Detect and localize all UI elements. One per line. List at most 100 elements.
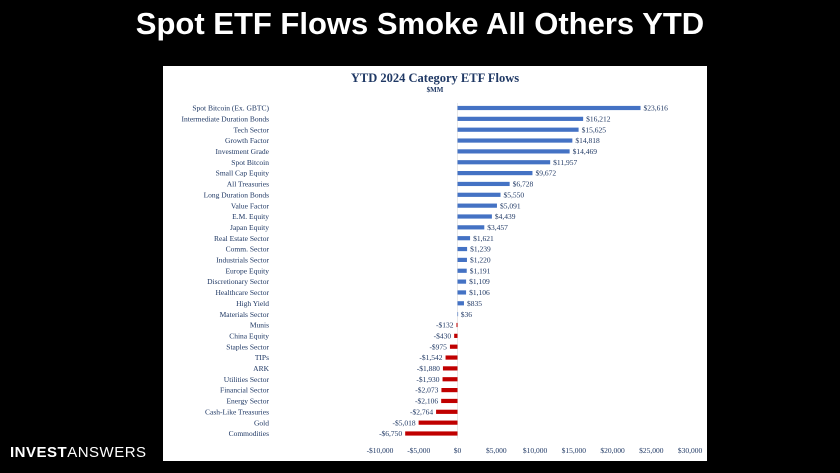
value-label: $16,212 (586, 114, 611, 123)
bar (457, 268, 467, 273)
value-label: -$5,018 (392, 418, 415, 427)
category-label: Healthcare Sector (215, 288, 269, 297)
bar (457, 127, 579, 132)
bar (457, 181, 510, 187)
x-tick-label: $5,000 (486, 446, 507, 455)
category-label: Comm. Sector (226, 245, 270, 254)
bar (441, 398, 458, 404)
category-label: Financial Sector (220, 386, 269, 395)
value-label: $1,220 (470, 256, 491, 265)
value-label: $14,469 (573, 147, 598, 156)
brand-logo: INVESTANSWERS (10, 444, 147, 461)
x-tick-label: $0 (454, 446, 462, 455)
category-label: Utilities Sector (224, 375, 270, 384)
category-label: Real Estate Sector (214, 234, 269, 243)
value-label: $3,457 (487, 223, 508, 232)
value-label: -$132 (436, 321, 454, 330)
x-tick-label: -$10,000 (367, 446, 394, 455)
bar (457, 246, 468, 252)
chart-subtitle: $MM (427, 86, 444, 94)
x-axis-ticks: -$10,000 -$5,000 $0 $5,000 $10,000 $15,000 $20… (367, 446, 703, 455)
bar (449, 344, 458, 349)
value-label: -$1,880 (417, 364, 440, 373)
bar (457, 138, 573, 143)
category-label: Materials Sector (220, 310, 270, 319)
bar (457, 279, 467, 284)
x-tick-label: -$5,000 (407, 446, 430, 455)
category-label: Value Factor (231, 201, 270, 210)
value-label: $36 (461, 310, 473, 319)
value-label: -$2,764 (410, 407, 433, 416)
bar (441, 388, 458, 393)
category-label: ARK (253, 364, 269, 373)
value-label: -$1,930 (416, 375, 439, 384)
bar (436, 409, 458, 414)
value-label: -$430 (434, 331, 452, 340)
category-label: Europe Equity (225, 266, 269, 275)
category-label: Intermediate Duration Bonds (182, 114, 270, 123)
brand-logo-light: ANSWERS (67, 444, 147, 461)
value-label: $6,728 (513, 180, 534, 189)
category-label: Spot Bitcoin (231, 158, 269, 167)
value-label: -$6,750 (379, 429, 402, 438)
bar (457, 214, 492, 219)
bar (457, 203, 497, 208)
value-label: -$2,106 (415, 397, 438, 406)
bar (442, 377, 458, 382)
category-label: Gold (254, 418, 269, 427)
bar (457, 149, 570, 154)
bar (405, 431, 458, 436)
value-label: $11,957 (553, 158, 577, 167)
x-tick-label: $20,000 (600, 446, 625, 455)
chart-title: YTD 2024 Category ETF Flows (351, 71, 519, 85)
category-label: Tech Sector (233, 125, 269, 134)
bar (456, 322, 458, 328)
slide-title: Spot ETF Flows Smoke All Others YTD (135, 6, 705, 41)
value-label: $15,625 (582, 125, 607, 134)
category-labels: Spot Bitcoin (Ex. GBTC)Intermediate Dura… (182, 104, 270, 439)
bar (457, 225, 485, 230)
category-label: Energy Sector (226, 397, 269, 406)
bar (442, 366, 458, 371)
category-label: High Yield (236, 299, 269, 308)
x-tick-label: $30,000 (678, 446, 703, 455)
bar (457, 116, 584, 121)
category-label: Cash-Like Treasuries (205, 407, 269, 416)
value-label: -$1,542 (419, 353, 442, 362)
value-label: $14,818 (575, 136, 600, 145)
x-tick-label: $25,000 (639, 446, 664, 455)
value-labels: $23,616 $16,212 $15,625 $14,818 $14,469 $11,9… (379, 104, 668, 439)
value-label: -$2,073 (415, 386, 438, 395)
bar (457, 236, 471, 241)
bar (457, 257, 467, 262)
value-label: $1,106 (469, 288, 490, 297)
value-label: $835 (467, 299, 482, 308)
category-label: TIPs (255, 353, 269, 362)
value-label: $1,109 (469, 277, 490, 286)
category-label: Industrials Sector (216, 256, 269, 265)
category-label: Investment Grade (215, 147, 269, 156)
x-tick-label: $10,000 (523, 446, 548, 455)
category-label: Discretionary Sector (207, 277, 269, 286)
category-label: Japan Equity (230, 223, 269, 232)
value-label: $4,439 (495, 212, 516, 221)
category-label: Munis (250, 321, 269, 330)
category-label: Small Cap Equity (216, 169, 270, 178)
bar (457, 290, 467, 295)
category-label: E.M. Equity (232, 212, 269, 221)
category-label: Staples Sector (226, 342, 269, 351)
value-label: $1,191 (470, 266, 491, 275)
brand-logo-strong: INVEST (10, 444, 68, 461)
x-tick-label: $15,000 (562, 446, 587, 455)
value-label: $5,550 (504, 190, 525, 199)
bar (454, 333, 458, 338)
chart-panel: YTD 2024 Category ETF Flows $MM Spot Bit… (163, 66, 707, 461)
bar (445, 355, 458, 360)
value-label: $5,091 (500, 201, 521, 210)
value-label: -$975 (429, 342, 447, 351)
category-label: Commodities (229, 429, 270, 438)
etf-flows-chart: YTD 2024 Category ETF Flows $MM Spot Bit… (182, 71, 703, 455)
category-label: Growth Factor (225, 136, 269, 145)
category-label: Long Duration Bonds (204, 190, 269, 199)
bar (457, 160, 551, 165)
